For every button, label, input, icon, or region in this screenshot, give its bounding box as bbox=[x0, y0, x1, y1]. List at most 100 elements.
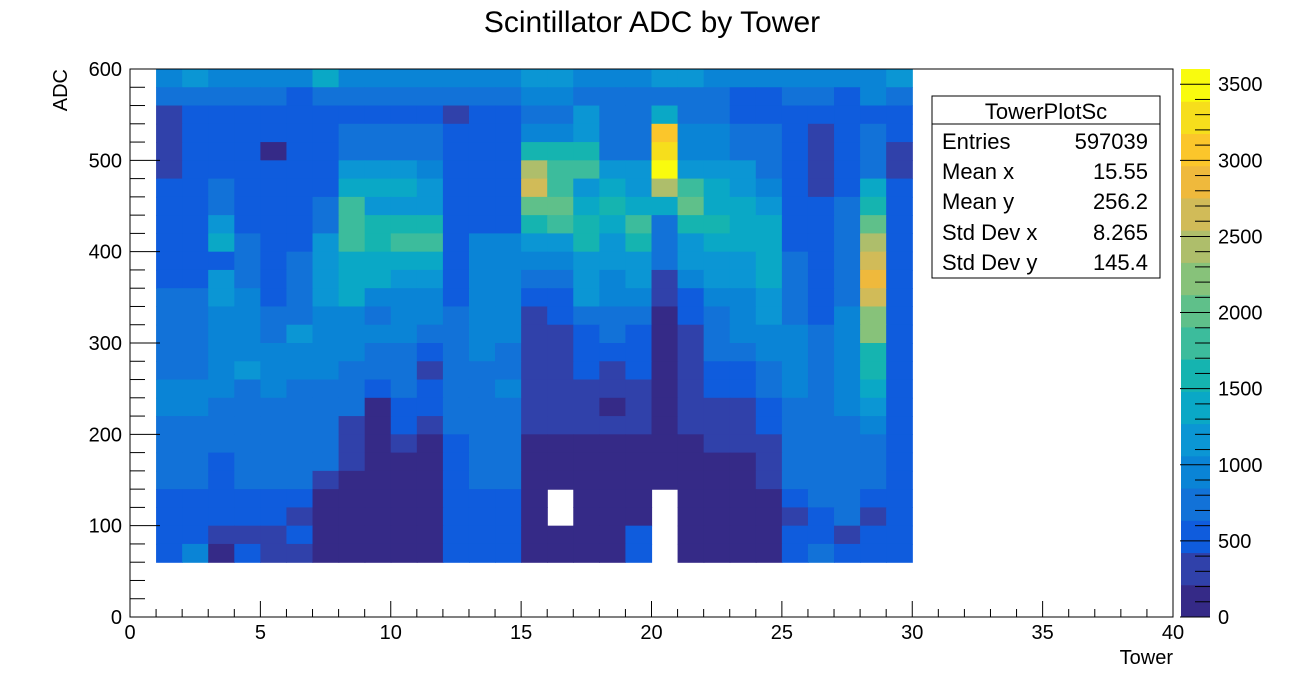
heatmap-cell bbox=[260, 87, 288, 107]
heatmap-cell bbox=[312, 123, 340, 143]
heatmap-cell bbox=[442, 507, 470, 527]
heatmap-cell bbox=[599, 160, 627, 180]
heatmap-cell bbox=[860, 452, 887, 472]
heatmap-cell bbox=[442, 525, 470, 545]
heatmap-cell bbox=[677, 306, 705, 326]
heatmap-cell bbox=[860, 525, 887, 545]
heatmap-cell bbox=[182, 269, 209, 289]
heatmap-cell bbox=[599, 543, 627, 563]
heatmap-cell bbox=[573, 470, 600, 490]
heatmap-cell bbox=[781, 379, 809, 399]
heatmap-cell bbox=[807, 196, 835, 216]
heatmap-cell bbox=[807, 142, 835, 161]
heatmap-cell bbox=[260, 379, 288, 399]
heatmap-cell bbox=[208, 397, 235, 417]
heatmap-cell bbox=[286, 306, 314, 326]
heatmap-cell bbox=[338, 69, 366, 88]
heatmap-cell bbox=[312, 160, 340, 180]
heatmap-cell bbox=[860, 507, 887, 527]
heatmap-cell bbox=[755, 269, 783, 289]
heatmap-cell bbox=[390, 160, 418, 180]
heatmap-cell bbox=[886, 69, 913, 88]
heatmap-cell bbox=[234, 543, 261, 563]
heatmap-cell bbox=[390, 470, 418, 490]
heatmap-cell bbox=[495, 215, 522, 234]
heatmap-cell bbox=[312, 470, 340, 490]
heatmap-cell bbox=[521, 507, 548, 527]
heatmap-cell bbox=[286, 361, 314, 381]
heatmap-cell bbox=[468, 69, 496, 88]
heatmap-cell bbox=[390, 489, 418, 508]
stats-box-title: TowerPlotSc bbox=[985, 99, 1107, 124]
heatmap-cell bbox=[781, 470, 809, 490]
heatmap-cell bbox=[599, 507, 627, 527]
heatmap-cell bbox=[807, 233, 835, 253]
heatmap-cell bbox=[886, 416, 913, 435]
heatmap-cell bbox=[338, 379, 366, 399]
heatmap-cell bbox=[755, 379, 783, 399]
heatmap-cell bbox=[547, 196, 574, 216]
heatmap-cell bbox=[442, 470, 470, 490]
heatmap-cell bbox=[234, 343, 261, 362]
heatmap-cell bbox=[599, 416, 627, 435]
heatmap-cell bbox=[468, 160, 496, 180]
heatmap-cell bbox=[886, 178, 913, 198]
heatmap-cell bbox=[364, 507, 392, 527]
heatmap-cell bbox=[260, 178, 288, 198]
heatmap-cell bbox=[234, 251, 261, 271]
heatmap-cell bbox=[495, 434, 522, 454]
heatmap-cell bbox=[495, 288, 522, 308]
heatmap-cell bbox=[495, 196, 522, 216]
heatmap-cell bbox=[442, 215, 470, 234]
heatmap-cell bbox=[547, 525, 574, 545]
heatmap-cell bbox=[781, 525, 809, 545]
heatmap-cell bbox=[573, 87, 600, 107]
color-scale-band bbox=[1181, 294, 1210, 328]
heatmap-cell bbox=[651, 160, 679, 180]
heatmap-cell bbox=[651, 470, 679, 490]
heatmap-cell bbox=[442, 324, 470, 344]
heatmap-cell bbox=[703, 251, 731, 271]
heatmap-cell bbox=[495, 361, 522, 381]
heatmap-cell bbox=[860, 324, 887, 344]
heatmap-cell bbox=[182, 489, 209, 508]
heatmap-cell bbox=[781, 343, 809, 362]
heatmap-cell bbox=[260, 543, 288, 563]
heatmap-cell bbox=[442, 178, 470, 198]
heatmap-cell bbox=[703, 379, 731, 399]
heatmap-cell bbox=[573, 178, 600, 198]
heatmap-cell bbox=[781, 416, 809, 435]
heatmap-cell bbox=[677, 470, 705, 490]
heatmap-cell bbox=[651, 87, 679, 107]
heatmap-cell bbox=[651, 251, 679, 271]
heatmap-cell bbox=[807, 251, 835, 271]
heatmap-cell bbox=[729, 452, 757, 472]
heatmap-cell bbox=[781, 543, 809, 563]
heatmap-cell bbox=[834, 452, 861, 472]
color-scale-tick-label: 3500 bbox=[1218, 74, 1263, 96]
heatmap-cell bbox=[338, 343, 366, 362]
heatmap-cell bbox=[703, 525, 731, 545]
heatmap-cell bbox=[834, 543, 861, 563]
heatmap-cell bbox=[703, 470, 731, 490]
heatmap-cell bbox=[312, 416, 340, 435]
heatmap-cell bbox=[573, 507, 600, 527]
heatmap-cell bbox=[547, 87, 574, 107]
heatmap-cell bbox=[234, 123, 261, 143]
heatmap-cell bbox=[625, 525, 653, 545]
heatmap-cells bbox=[156, 69, 913, 563]
heatmap-cell bbox=[208, 452, 235, 472]
heatmap-cell bbox=[260, 525, 288, 545]
heatmap-cell bbox=[338, 361, 366, 381]
heatmap-cell bbox=[286, 489, 314, 508]
heatmap-cell bbox=[286, 69, 314, 88]
stat-label-mean-x: Mean x bbox=[942, 159, 1014, 184]
heatmap-cell bbox=[156, 87, 183, 107]
heatmap-cell bbox=[886, 324, 913, 344]
stat-label-stddev-y: Std Dev y bbox=[942, 250, 1037, 275]
heatmap-cell bbox=[234, 196, 261, 216]
heatmap-cell bbox=[834, 233, 861, 253]
heatmap-cell bbox=[312, 251, 340, 271]
heatmap-cell bbox=[182, 324, 209, 344]
heatmap-cell bbox=[834, 324, 861, 344]
